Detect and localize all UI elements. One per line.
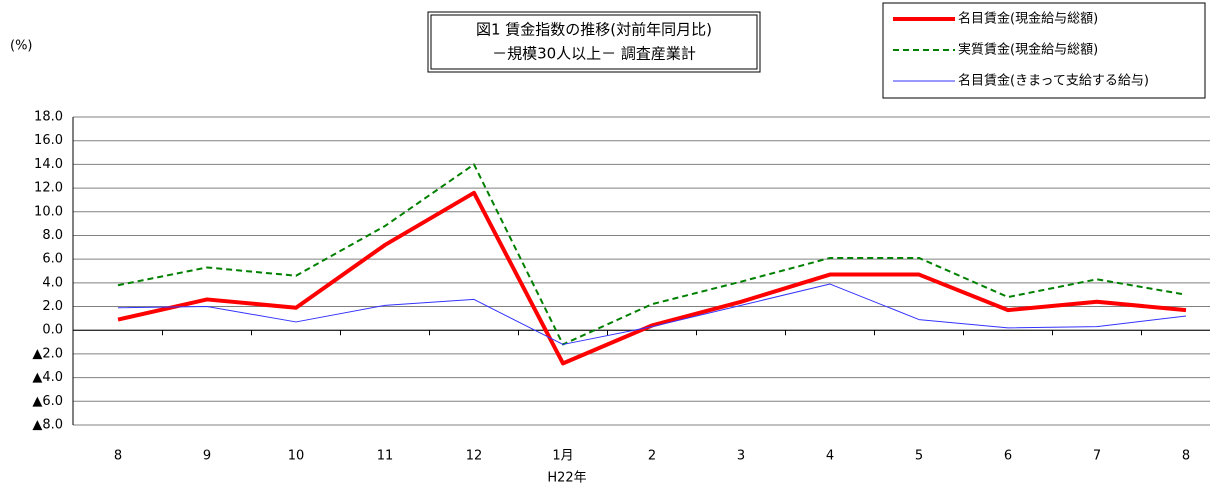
y-tick-label: ▲6.0 xyxy=(32,394,63,409)
x-tick-label: 11 xyxy=(377,449,394,464)
x-tick-label: 3 xyxy=(737,449,745,464)
y-tick-label: 0.0 xyxy=(42,323,63,338)
y-tick-label: 16.0 xyxy=(34,133,63,148)
y-tick-label: 10.0 xyxy=(34,204,63,219)
series-line xyxy=(117,283,1187,345)
x-tick-label: 7 xyxy=(1093,449,1101,464)
title-box xyxy=(427,11,761,73)
x-tick-label: 2 xyxy=(648,449,656,464)
y-tick-label: 4.0 xyxy=(42,275,63,290)
x-tick-label: 8 xyxy=(114,449,122,464)
series-line xyxy=(117,190,1187,366)
legend-label: 名目賃金(現金給与総額) xyxy=(958,11,1098,27)
x-tick-label: 10 xyxy=(288,449,305,464)
x-tick-label: 6 xyxy=(1004,449,1012,464)
legend-label: 名目賃金(きまって支給する給与) xyxy=(958,73,1149,89)
x-tick-label: 4 xyxy=(826,449,834,464)
y-tick-label: 2.0 xyxy=(42,299,63,314)
y-tick-label: 14.0 xyxy=(34,157,63,172)
x-tick-label: 8 xyxy=(1182,449,1190,464)
x-tick-label: 9 xyxy=(203,449,211,464)
y-axis-label: (%) xyxy=(10,39,33,54)
series-line xyxy=(117,163,1187,346)
chart-title: 図1 賃金指数の推移(対前年同月比) xyxy=(476,21,712,39)
y-tick-label: 8.0 xyxy=(42,228,63,243)
y-tick-label: 18.0 xyxy=(34,110,63,125)
x-axis-note: H22年 xyxy=(547,471,586,486)
legend-label: 実質賃金(現金給与総額) xyxy=(958,42,1098,58)
chart-subtitle: －規模30人以上－ 調査産業計 xyxy=(492,45,696,63)
title-box-inner xyxy=(430,14,758,70)
y-tick-label: ▲4.0 xyxy=(32,370,63,385)
y-tick-label: ▲8.0 xyxy=(32,418,63,433)
y-tick-label: 12.0 xyxy=(34,181,63,196)
y-tick-label: 6.0 xyxy=(42,252,63,267)
x-tick-label: 12 xyxy=(466,449,483,464)
x-tick-label: 1月 xyxy=(552,449,573,464)
y-tick-label: ▲2.0 xyxy=(32,346,63,361)
x-tick-label: 5 xyxy=(915,449,923,464)
